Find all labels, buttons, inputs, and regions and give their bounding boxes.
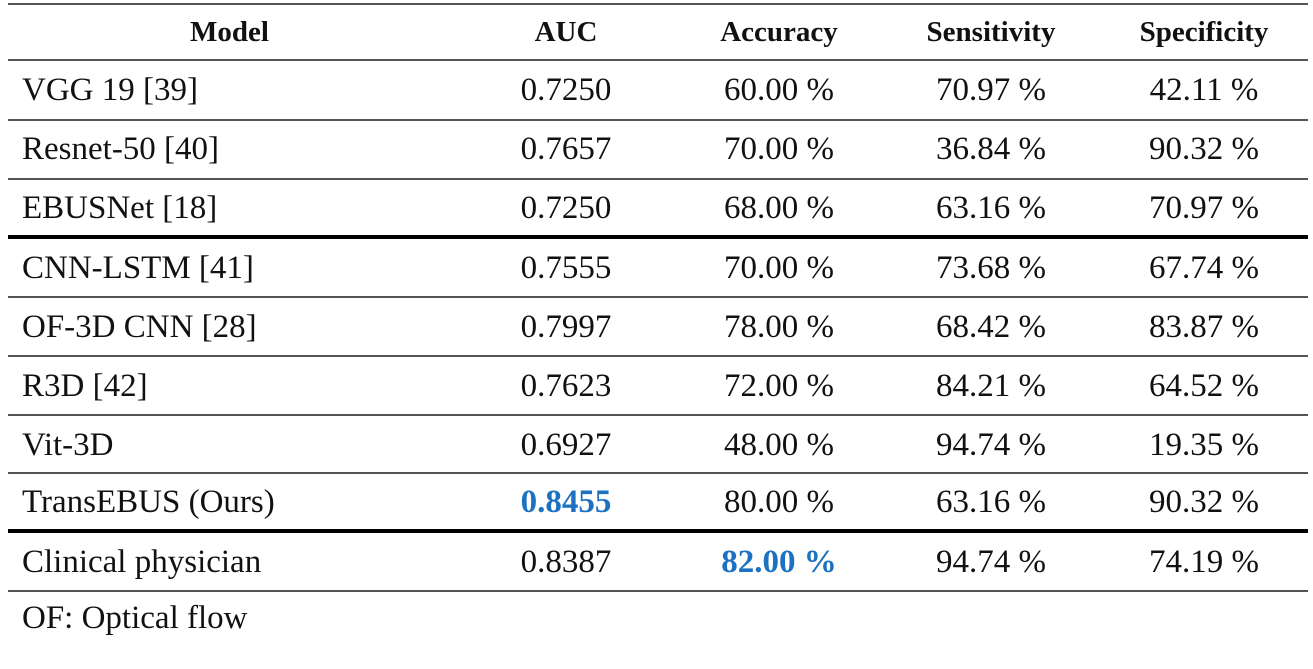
cell-specificity: 90.32 %: [1149, 483, 1259, 520]
cell-model: OF-3D CNN [28]: [22, 308, 257, 345]
cell-model: Clinical physician: [22, 543, 262, 580]
header-model: Model: [190, 15, 269, 48]
cell-auc-highlighted: 0.8455: [520, 483, 612, 520]
cell-model: CNN-LSTM [41]: [22, 249, 254, 286]
cell-model: Vit-3D: [22, 426, 114, 463]
table-footnote: OF: Optical flow: [22, 600, 248, 636]
table-row: Vit-3D 0.6927 48.00 % 94.74 % 19.35 %: [8, 416, 1308, 474]
cell-sensitivity: 68.42 %: [936, 308, 1046, 345]
cell-specificity: 90.32 %: [1149, 130, 1259, 167]
cell-specificity: 67.74 %: [1149, 249, 1259, 286]
cell-auc: 0.7555: [520, 249, 612, 286]
row-rule: [8, 414, 1308, 416]
cell-accuracy: 78.00 %: [724, 308, 834, 345]
cell-model: R3D [42]: [22, 367, 148, 404]
cell-specificity: 64.52 %: [1149, 367, 1259, 404]
cell-accuracy: 72.00 %: [724, 367, 834, 404]
cell-accuracy: 70.00 %: [724, 130, 834, 167]
cell-model: EBUSNet [18]: [22, 189, 218, 226]
table-row: EBUSNet [18] 0.7250 68.00 % 63.16 % 70.9…: [8, 179, 1308, 237]
cell-auc: 0.7657: [520, 130, 612, 167]
row-rule: [8, 178, 1308, 180]
header-accuracy: Accuracy: [720, 15, 838, 48]
cell-sensitivity: 84.21 %: [936, 367, 1046, 404]
cell-auc: 0.8387: [520, 543, 612, 580]
row-rule: [8, 296, 1308, 298]
header-sensitivity: Sensitivity: [926, 15, 1056, 48]
cell-specificity: 74.19 %: [1149, 543, 1259, 580]
table-row: R3D [42] 0.7623 72.00 % 84.21 % 64.52 %: [8, 357, 1308, 415]
cell-sensitivity: 94.74 %: [936, 426, 1046, 463]
cell-model: TransEBUS (Ours): [22, 483, 275, 520]
table-row: Clinical physician 0.8387 82.00 % 94.74 …: [8, 533, 1308, 591]
cell-sensitivity: 36.84 %: [936, 130, 1046, 167]
table-row: CNN-LSTM [41] 0.7555 70.00 % 73.68 % 67.…: [8, 239, 1308, 297]
cell-specificity: 83.87 %: [1149, 308, 1259, 345]
cell-accuracy: 60.00 %: [724, 71, 834, 108]
table-row: TransEBUS (Ours) 0.8455 80.00 % 63.16 % …: [8, 473, 1308, 531]
header-specificity: Specificity: [1139, 15, 1269, 48]
cell-specificity: 42.11 %: [1149, 71, 1259, 108]
cell-model: VGG 19 [39]: [22, 71, 198, 108]
row-rule: [8, 472, 1308, 474]
cell-sensitivity: 73.68 %: [936, 249, 1046, 286]
cell-sensitivity: 94.74 %: [936, 543, 1046, 580]
table-row: Resnet-50 [40] 0.7657 70.00 % 36.84 % 90…: [8, 120, 1308, 178]
top-rule: [8, 3, 1308, 5]
cell-sensitivity: 70.97 %: [936, 71, 1046, 108]
cell-auc: 0.7997: [520, 308, 612, 345]
cell-specificity: 19.35 %: [1149, 426, 1259, 463]
header-rule: [8, 59, 1308, 61]
cell-accuracy-highlighted: 82.00 %: [721, 543, 837, 580]
cell-sensitivity: 63.16 %: [936, 483, 1046, 520]
header-row: Model AUC Accuracy Sensitivity Specifici…: [8, 4, 1308, 60]
cell-auc: 0.7250: [520, 189, 612, 226]
table-row: OF-3D CNN [28] 0.7997 78.00 % 68.42 % 83…: [8, 298, 1308, 356]
cell-specificity: 70.97 %: [1149, 189, 1259, 226]
cell-accuracy: 68.00 %: [724, 189, 834, 226]
cell-auc: 0.7623: [520, 367, 612, 404]
bottom-rule: [8, 590, 1308, 592]
table-row: VGG 19 [39] 0.7250 60.00 % 70.97 % 42.11…: [8, 61, 1308, 119]
row-rule: [8, 355, 1308, 357]
cell-auc: 0.7250: [520, 71, 612, 108]
cell-accuracy: 70.00 %: [724, 249, 834, 286]
cell-model: Resnet-50 [40]: [22, 130, 220, 167]
cell-auc: 0.6927: [520, 426, 612, 463]
cell-accuracy: 48.00 %: [724, 426, 834, 463]
cell-sensitivity: 63.16 %: [936, 189, 1046, 226]
group-rule: [8, 529, 1308, 533]
header-auc: AUC: [534, 15, 598, 48]
row-rule: [8, 119, 1308, 121]
group-rule: [8, 235, 1308, 239]
cell-accuracy: 80.00 %: [724, 483, 834, 520]
